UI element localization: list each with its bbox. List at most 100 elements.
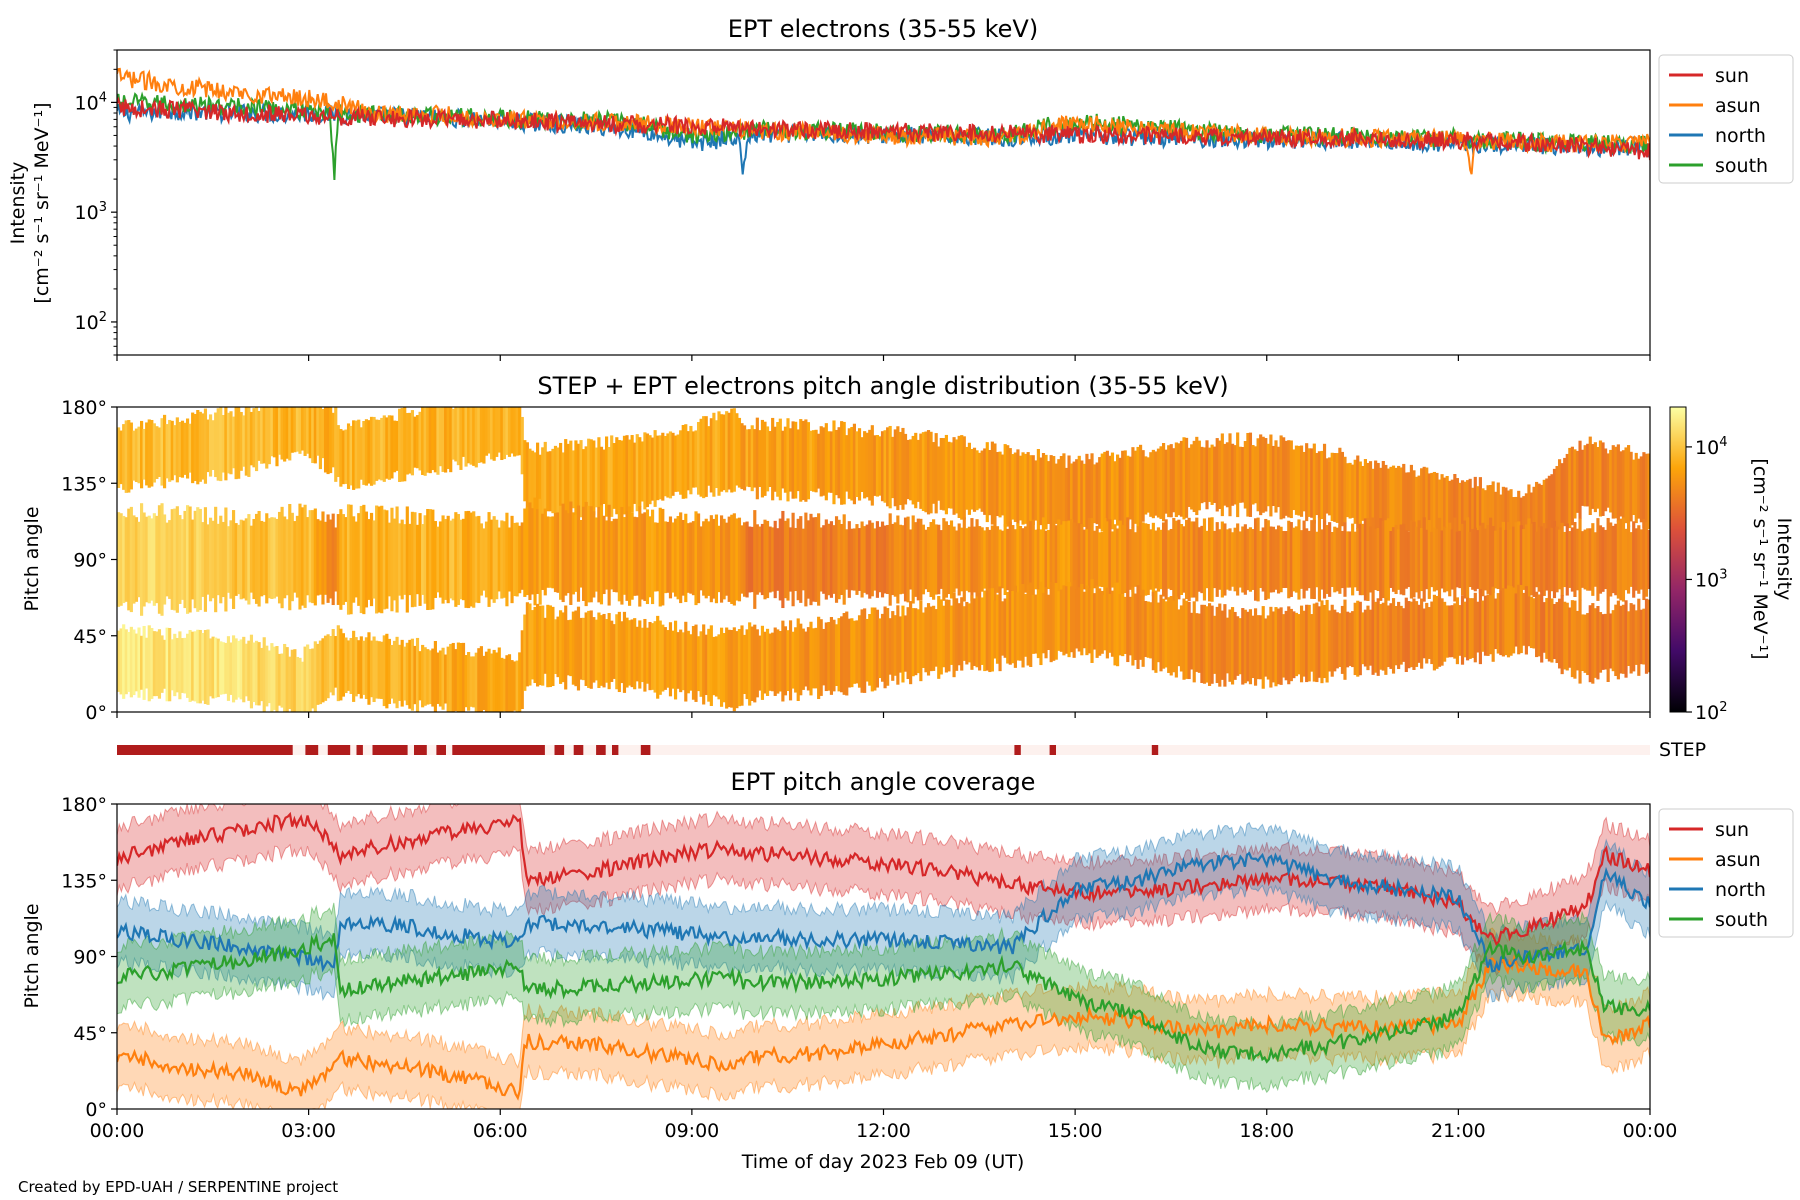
pad-cell-north_south [1558,529,1562,590]
pad-cell-north_south [124,517,128,602]
pad-cell-sun [658,435,662,500]
pad-cell-asun [1414,601,1419,667]
pad-cell-north_south [998,529,1002,590]
pad-cell-north_south [1529,523,1534,596]
pad-cell-sun [1368,461,1373,529]
pad-cell-asun [1394,606,1398,666]
pad-cell-asun [1391,598,1396,674]
pad-cell-asun [239,639,243,700]
pad-cell-north_south [306,517,310,596]
pad-cell-sun [145,422,149,486]
pad-cell-asun [313,641,317,712]
coverage-legend-label-sun: sun [1715,819,1749,841]
pad-cell-asun [237,640,241,698]
pad-cell-north_south [385,510,389,609]
pad-cell-sun [272,407,277,458]
coverage-x-tick-label: 00:00 [1623,1120,1678,1142]
pad-cell-asun [257,642,261,706]
pad-cell-asun [500,657,504,712]
pad-cell-asun [1629,603,1633,674]
pad-cell-north_south [1471,529,1475,590]
pad-cell-asun [574,610,578,687]
pad-cell-sun [960,435,964,520]
pad-cell-asun [1547,597,1551,662]
pad-cell-asun [1565,602,1569,671]
intensity-ylabel-line1: Intensity [7,162,29,245]
pad-cell-sun [546,451,550,512]
pad-cell-sun [206,419,210,473]
pad-cell-north_south [1136,526,1140,593]
intensity-y-tick-label: 102 [75,310,107,334]
pad-cell-asun [1118,594,1122,656]
pad-cell-sun [1358,461,1362,525]
pad-cell-sun [421,407,425,475]
pad-cell-north_south [1351,523,1355,596]
pad-cell-asun [1409,601,1413,668]
pad-cell-sun [1376,462,1380,531]
pad-cell-north_south [921,524,925,595]
pad-cell-asun [1486,594,1490,656]
pad-cell-sun [924,431,928,513]
pad-cell-asun [1312,603,1316,682]
pad-cell-asun [1256,615,1260,680]
pad-cell-asun [1154,590,1158,673]
pad-cell-sun [298,407,302,454]
pad-cell-sun [1230,443,1235,506]
pad-cell-asun [1430,601,1434,665]
pad-cell-north_south [582,506,586,602]
pad-cell-asun [1299,605,1304,683]
pad-cell-sun [423,407,427,476]
pad-cell-sun [1345,463,1350,518]
pad-cell-asun [1264,618,1268,677]
pad-cell-asun [1024,594,1028,657]
pad-cell-sun [1146,457,1150,513]
pad-cell-north_south [464,511,468,608]
pad-cell-sun [1236,432,1240,518]
pad-cell-asun [1504,588,1508,656]
pad-cell-asun [1026,584,1030,666]
pad-cell-north_south [1627,525,1631,594]
pad-cell-north_south [382,509,386,610]
pad-cell-sun [1596,447,1600,509]
pad-cell-asun [1207,603,1212,686]
pad-cell-sun [1550,474,1554,531]
pad-cell-sun [193,413,197,481]
pad-cell-asun [1228,609,1232,682]
pad-cell-asun [1376,598,1380,676]
pad-cell-asun [487,648,491,712]
pad-cell-north_south [548,516,552,588]
pad-cell-sun [497,407,501,453]
pad-cell-north_south [423,515,427,604]
pad-cell-asun [607,613,611,690]
pad-cell-sun [763,421,767,496]
pad-cell-north_south [1190,521,1194,598]
pad-cell-asun [1363,609,1367,667]
pad-cell-north_south [495,519,499,600]
pad-cell-sun [1197,440,1201,511]
pad-cell-north_south [1098,532,1102,587]
pad-cell-asun [1284,610,1288,681]
pad-cell-north_south [1103,517,1107,602]
pad-cell-sun [1430,472,1434,538]
pad-cell-asun [1573,600,1577,679]
pad-cell-north_south [1578,518,1582,601]
pad-cell-north_south [840,524,844,595]
step-label: STEP [1659,739,1706,761]
pad-cell-asun [712,636,716,696]
pad-cell-asun [247,640,251,701]
pad-cell-asun [1522,592,1526,646]
pad-cell-asun [1374,601,1378,673]
pad-cell-asun [285,647,289,712]
pad-cell-asun [1054,583,1058,660]
pad-cell-asun [1039,581,1043,666]
pad-cell-sun [1133,450,1138,524]
pad-cell-sun [152,423,156,483]
pad-cell-asun [1581,614,1585,671]
pad-cell-asun [1627,611,1631,666]
pad-cell-asun [444,654,448,704]
pad-cell-sun [308,407,312,459]
pad-cell-asun [788,620,793,701]
pad-cell-sun [1335,453,1339,523]
pad-cell-north_south [760,523,765,596]
pad-cell-north_south [1151,522,1155,597]
